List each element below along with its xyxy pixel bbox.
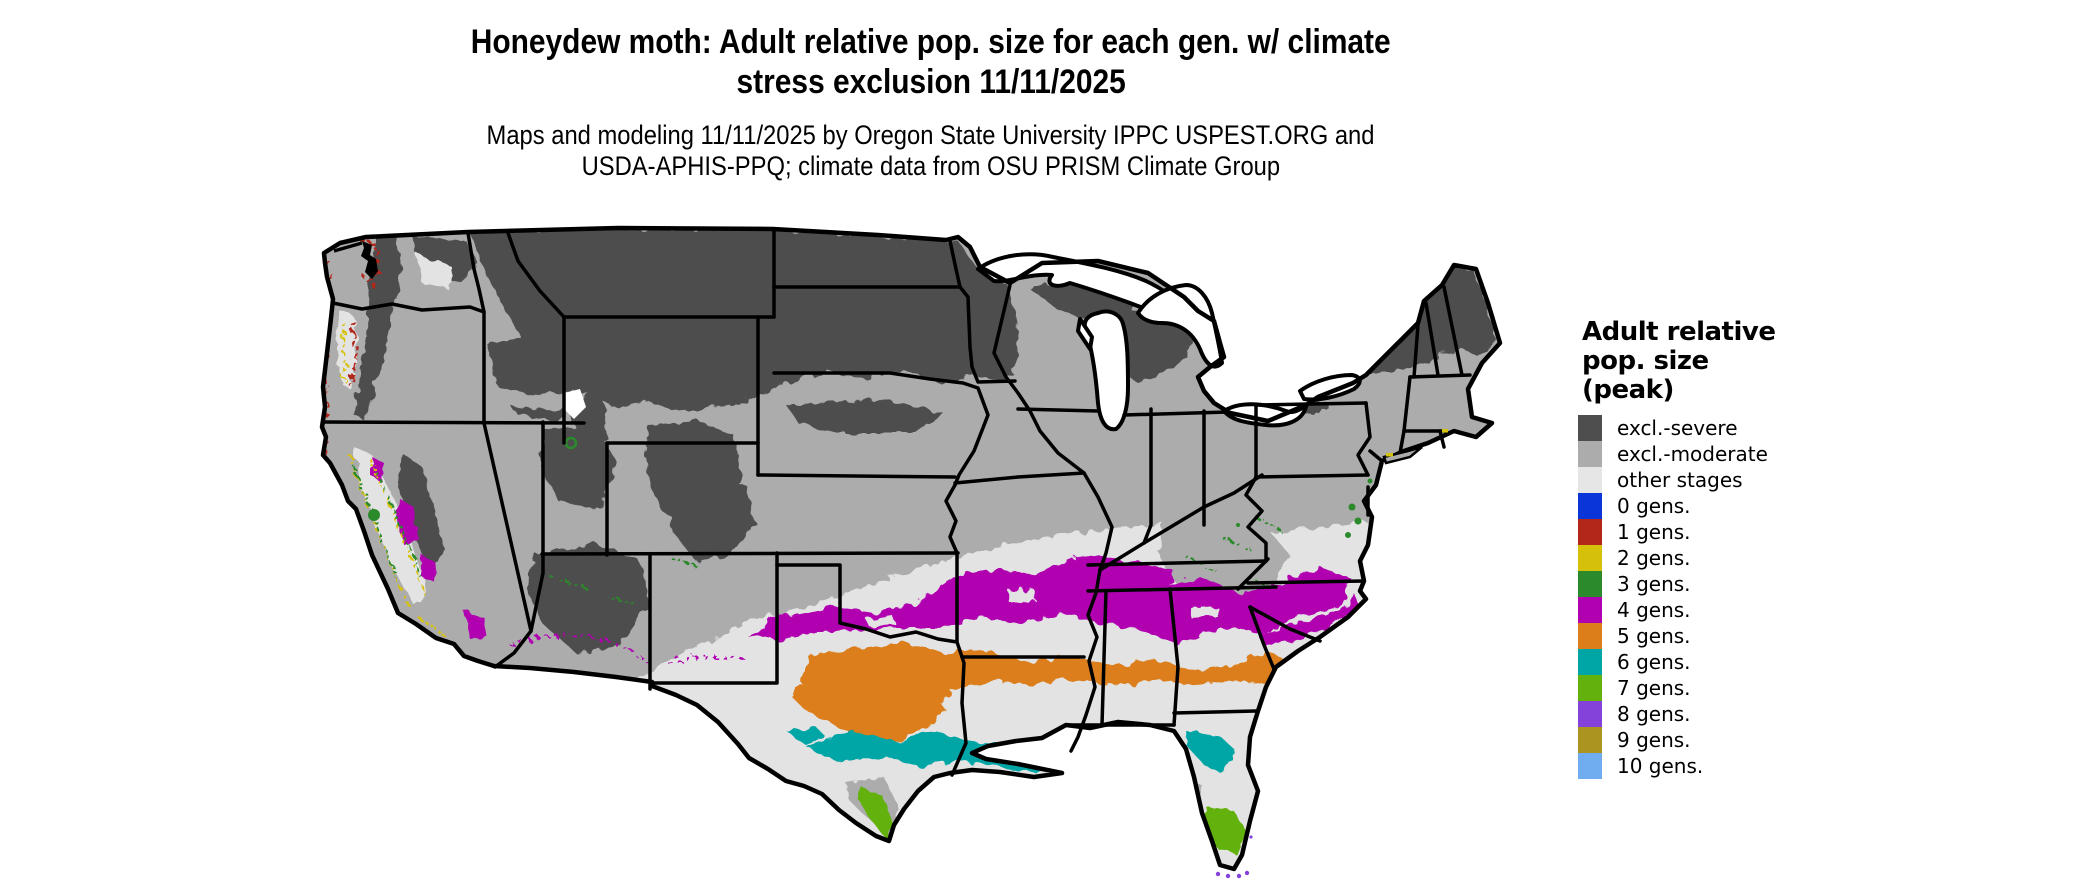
legend-label: 10 gens.	[1617, 754, 1704, 778]
green-bay	[1076, 317, 1094, 351]
map-title: Honeydew moth: Adult relative pop. size …	[0, 22, 1862, 102]
legend-label: 8 gens.	[1617, 702, 1691, 726]
legend-label: 0 gens.	[1617, 494, 1691, 518]
legend-label: 7 gens.	[1617, 676, 1691, 700]
legend-row: 7 gens.	[1578, 675, 1878, 701]
puget-sound	[333, 241, 378, 279]
title-line-1: Honeydew moth: Adult relative pop. size …	[471, 23, 1391, 61]
legend-label: 6 gens.	[1617, 650, 1691, 674]
map-region-8-gens-keys	[1215, 835, 1253, 879]
legend-row: 5 gens.	[1578, 623, 1878, 649]
lake-huron	[1136, 283, 1224, 369]
us-outline	[319, 225, 1503, 872]
legend-title-line-3: (peak)	[1582, 375, 1674, 405]
great-salt-lake	[564, 389, 586, 419]
legend-swatch-other-stages	[1578, 467, 1602, 493]
legend-swatch-8-gens	[1578, 701, 1602, 727]
legend-row: 9 gens.	[1578, 727, 1878, 753]
map-region-5-gens	[790, 643, 1296, 743]
legend-swatch-4-gens	[1578, 597, 1602, 623]
long-island	[1382, 429, 1448, 465]
legend-swatch-6-gens	[1578, 649, 1602, 675]
legend-swatch-0-gens	[1578, 493, 1602, 519]
legend-swatch-7-gens	[1578, 675, 1602, 701]
legend-label: other stages	[1617, 468, 1743, 492]
legend-swatch-1-gens	[1578, 519, 1602, 545]
legend-swatch-5-gens	[1578, 623, 1602, 649]
legend-swatch-excl-moderate	[1578, 441, 1602, 467]
legend-row: excl.-moderate	[1578, 441, 1878, 467]
state-borders	[321, 229, 1472, 777]
legend-swatch-3-gens	[1578, 571, 1602, 597]
legend-title-line-2: pop. size	[1582, 346, 1709, 376]
map-region-7-gens	[858, 787, 1246, 855]
legend-label: 9 gens.	[1617, 728, 1691, 752]
legend-label: 5 gens.	[1617, 624, 1691, 648]
legend-row: 6 gens.	[1578, 649, 1878, 675]
title-line-2: stress exclusion 11/11/2025	[736, 63, 1126, 101]
legend-row: other stages	[1578, 467, 1878, 493]
legend-row: 10 gens.	[1578, 753, 1878, 779]
map-speckle-4-gens	[509, 633, 747, 665]
legend-row: 0 gens.	[1578, 493, 1878, 519]
legend-row: 8 gens.	[1578, 701, 1878, 727]
map-svg	[319, 225, 1503, 879]
legend-row: 3 gens.	[1578, 571, 1878, 597]
legend-row: 2 gens.	[1578, 545, 1878, 571]
map-region-0-gens	[322, 343, 324, 347]
legend-row: excl.-severe	[1578, 415, 1878, 441]
legend-label: 3 gens.	[1617, 572, 1691, 596]
legend-swatch-10-gens	[1578, 753, 1602, 779]
legend-label: excl.-severe	[1617, 416, 1738, 440]
header: Honeydew moth: Adult relative pop. size …	[0, 0, 1862, 182]
legend-label: 2 gens.	[1617, 546, 1691, 570]
subtitle-line-2: USDA-APHIS-PPQ; climate data from OSU PR…	[581, 151, 1281, 181]
legend-row: 1 gens.	[1578, 519, 1878, 545]
legend-swatch-9-gens	[1578, 727, 1602, 753]
map-band-gaps	[866, 589, 1218, 627]
map-subtitle: Maps and modeling 11/11/2025 by Oregon S…	[0, 120, 1862, 182]
legend-title: Adult relative pop. size (peak)	[1582, 318, 1878, 405]
legend-label: 4 gens.	[1617, 598, 1691, 622]
legend: Adult relative pop. size (peak) excl.-se…	[1578, 318, 1878, 779]
legend-title-line-1: Adult relative	[1582, 317, 1776, 347]
map-region-moderate-patches	[486, 385, 586, 411]
legend-swatch-excl-severe	[1578, 415, 1602, 441]
legend-row: 4 gens.	[1578, 597, 1878, 623]
legend-label: excl.-moderate	[1617, 442, 1768, 466]
legend-label: 1 gens.	[1617, 520, 1691, 544]
us-choropleth-map	[318, 225, 1508, 885]
legend-swatch-2-gens	[1578, 545, 1602, 571]
legend-items: excl.-severe excl.-moderate other stages…	[1578, 415, 1878, 779]
subtitle-line-1: Maps and modeling 11/11/2025 by Oregon S…	[487, 120, 1375, 150]
